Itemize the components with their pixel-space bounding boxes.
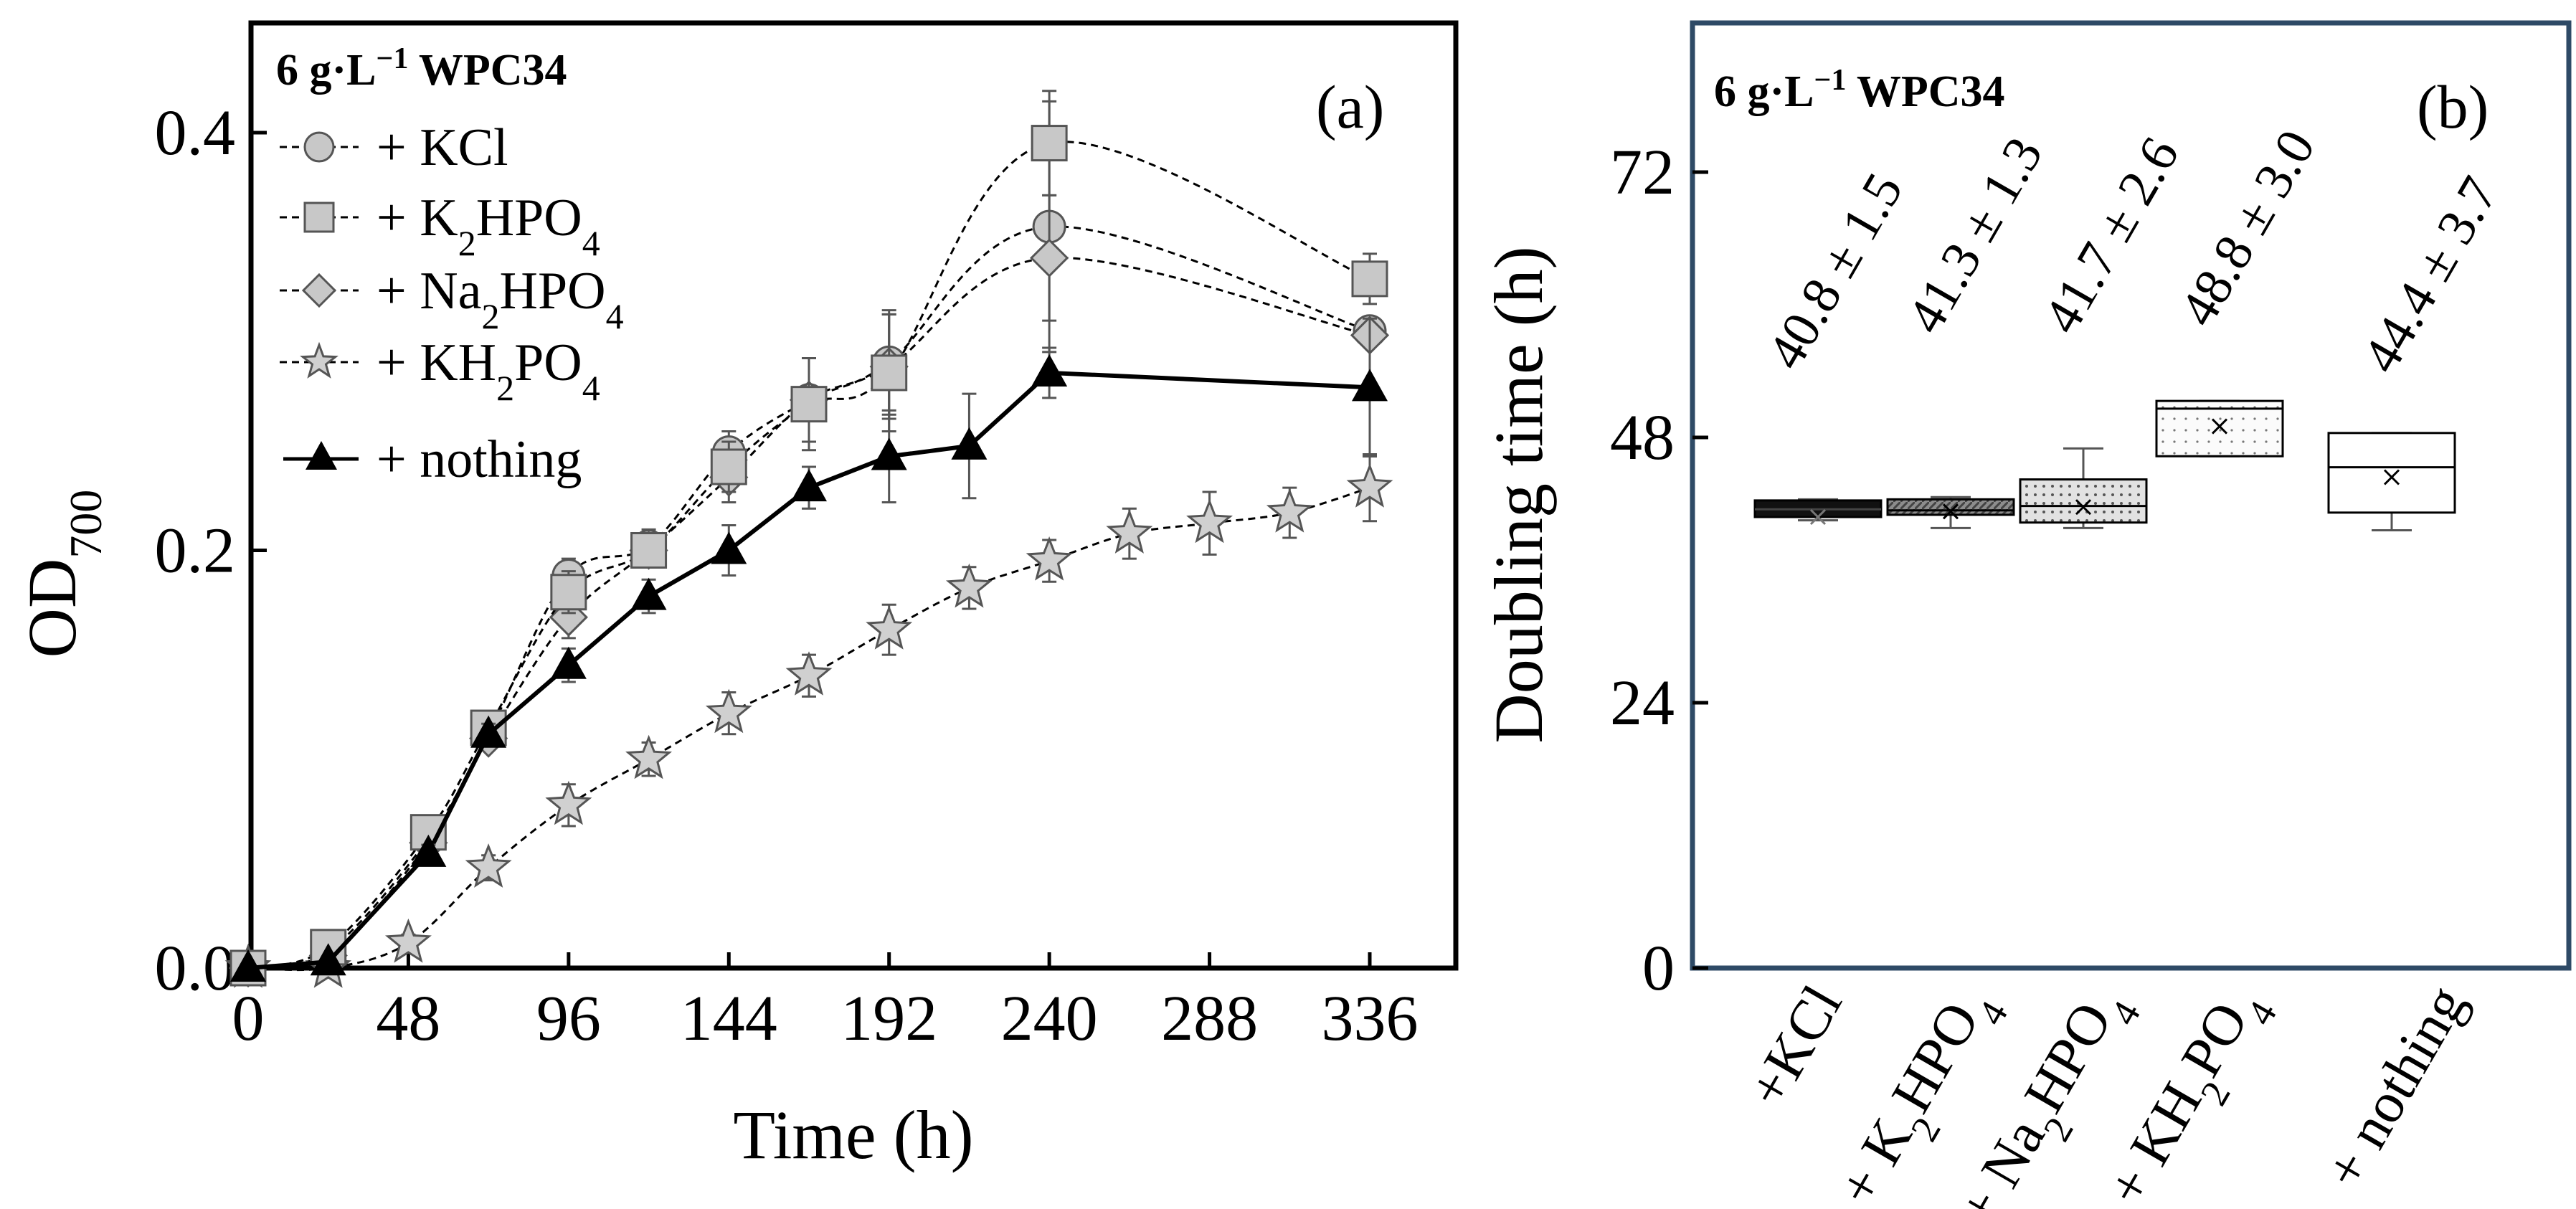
marker-triangle xyxy=(711,531,747,564)
x-tick-label: 144 xyxy=(681,983,777,1054)
marker-triangle xyxy=(1352,369,1388,402)
category-label-main: +KCl xyxy=(1736,975,1854,1118)
marker-diamond xyxy=(1030,238,1069,278)
marker-triangle xyxy=(951,427,988,460)
marker-square xyxy=(630,532,668,569)
mean-marker xyxy=(2383,469,2400,485)
marker-square xyxy=(1031,125,1068,162)
category-label: +KCl xyxy=(1736,975,1854,1118)
panel-a-axes: 0 48 96 144 192 240 288 336 0.0 0.2 0.4 xyxy=(155,98,1419,1054)
panel-b-annotations: 40.8 ± 1.541.3 ± 1.341.7 ± 2.648.8 ± 3.0… xyxy=(1756,120,2510,382)
panel-b-axes: 0 24 48 72 xyxy=(1610,137,1708,1004)
panel-b-boxes xyxy=(1753,399,2456,531)
marker-star xyxy=(785,651,833,696)
panel-a-letter: (a) xyxy=(1316,72,1384,141)
marker-star xyxy=(1026,536,1073,581)
annotation-label: 48.8 ± 3.0 xyxy=(2169,120,2327,336)
category-label: + nothing xyxy=(2313,975,2478,1199)
marker-star xyxy=(1106,509,1153,554)
mean-marker xyxy=(1809,508,1827,526)
box xyxy=(2019,478,2148,524)
box xyxy=(2327,432,2456,514)
panel-b-title: 6 g·L−1 WPC34 xyxy=(1714,64,2005,116)
legend-label-na2hpo4: + Na2HPO4 xyxy=(377,262,624,336)
x-tick-label: 0 xyxy=(232,983,265,1054)
marker-star xyxy=(625,734,672,779)
y-tick-label: 72 xyxy=(1610,137,1675,208)
x-tick-label: 192 xyxy=(840,983,937,1054)
legend-label-kh2po4: + KH2PO4 xyxy=(377,333,600,408)
annotation-label: 41.3 ± 1.3 xyxy=(1896,128,2055,343)
y-tick-label: 0.0 xyxy=(155,933,236,1004)
legend-label-kcl: + KCl xyxy=(377,118,508,177)
panel-a-legend: + KCl + K2HPO4 + Na2HPO4 + KH2PO4 + noth… xyxy=(280,118,624,489)
marker-triangle xyxy=(310,943,346,976)
legend-marker-nothing xyxy=(306,441,337,470)
legend-marker-kh2po4 xyxy=(300,341,338,379)
legend-marker-k2hpo4 xyxy=(303,202,335,233)
x-tick-label: 240 xyxy=(1001,983,1098,1054)
series-line-square xyxy=(247,141,1370,969)
marker-square xyxy=(1351,260,1388,298)
marker-star xyxy=(1346,463,1393,508)
panel-a-series xyxy=(224,90,1393,988)
marker-square xyxy=(550,574,587,611)
mean-marker xyxy=(2075,499,2092,516)
annotation-label: 41.7 ± 2.6 xyxy=(2032,128,2191,343)
x-tick-label: 96 xyxy=(536,983,601,1054)
marker-square xyxy=(871,354,908,392)
legend-label-nothing: + nothing xyxy=(377,430,582,489)
y-tick-label: 0 xyxy=(1642,933,1675,1004)
panel-b-category-labels: +KCl+ K2HPO4+ Na2HPO4+ KH2PO4 + nothing xyxy=(1736,975,2478,1209)
marker-triangle xyxy=(630,577,667,610)
marker-star xyxy=(945,563,993,608)
y-tick-label: 24 xyxy=(1610,668,1675,739)
legend-marker-kcl xyxy=(303,131,335,163)
legend-marker-na2hpo4 xyxy=(301,272,337,308)
series-line-triangle xyxy=(247,370,1370,970)
marker-triangle xyxy=(410,834,447,867)
marker-square xyxy=(790,386,828,423)
marker-triangle xyxy=(871,437,907,470)
marker-star xyxy=(1186,498,1233,544)
x-tick-label: 336 xyxy=(1322,983,1419,1054)
panel-a-growth-curves: 0 48 96 144 192 240 288 336 0.0 0.2 0.4 6 g·L−1 WP… xyxy=(14,20,1459,1173)
category-label-main: + nothing xyxy=(2313,975,2478,1199)
marker-triangle xyxy=(550,646,587,679)
panel-b-outer-frame xyxy=(1690,20,2572,971)
panel-b-y-axis-title: Doubling time (h) xyxy=(1480,246,1557,743)
series-line-star xyxy=(247,486,1370,972)
y-tick-label: 0.2 xyxy=(155,516,236,587)
marker-star xyxy=(866,605,913,650)
panel-a-title: 6 g·L−1 WPC34 xyxy=(276,42,567,95)
panel-b-letter: (b) xyxy=(2417,72,2489,141)
y-tick-label: 0.4 xyxy=(155,98,236,169)
marker-triangle xyxy=(230,949,266,982)
box xyxy=(2155,399,2284,457)
marker-triangle xyxy=(470,715,507,748)
mean-marker xyxy=(2211,418,2228,435)
legend-label-k2hpo4: + K2HPO4 xyxy=(377,189,600,263)
marker-star xyxy=(385,918,432,963)
annotation-label: 40.8 ± 1.5 xyxy=(1756,163,1915,379)
annotation-label: 44.4 ± 3.7 xyxy=(2352,167,2510,382)
panel-a-x-axis-title: Time (h) xyxy=(733,1096,973,1173)
panel-a-y-axis-title: OD700 xyxy=(14,490,111,658)
mean-marker xyxy=(1942,503,1959,520)
y-tick-label: 48 xyxy=(1610,402,1675,473)
marker-star xyxy=(705,688,752,734)
marker-triangle xyxy=(1031,354,1068,387)
marker-star xyxy=(545,780,592,825)
x-tick-label: 288 xyxy=(1161,983,1258,1054)
marker-star xyxy=(465,843,512,888)
marker-square xyxy=(710,448,747,485)
x-tick-label: 48 xyxy=(376,983,440,1054)
panel-a-plot-frame xyxy=(248,20,1459,971)
marker-triangle xyxy=(791,469,827,502)
marker-star xyxy=(1266,488,1313,533)
panel-b-doubling-time: 0 24 48 72 40.8 ± 1.541.3 ± 1.341.7 ± 2.648… xyxy=(1480,20,2572,1209)
